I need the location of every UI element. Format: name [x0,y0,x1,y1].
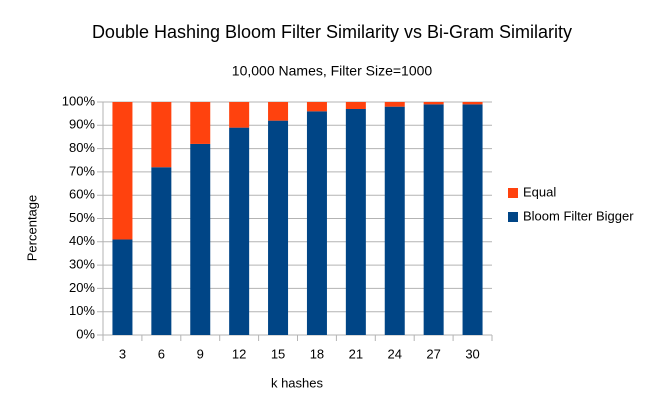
y-tick-label: 70% [69,163,95,178]
chart-title: Double Hashing Bloom Filter Similarity v… [92,22,572,42]
x-tick-label: 9 [197,346,204,361]
bar-segment [229,102,250,128]
x-tick-label: 15 [271,346,285,361]
bar-segment [151,167,172,335]
y-tick-label: 80% [69,140,95,155]
x-tick-label: 12 [232,346,246,361]
bar-segment [229,127,250,335]
bar-segment [190,143,211,335]
x-tick-label: 6 [158,346,165,361]
bar-segment [462,102,483,105]
bar-segment [112,102,133,240]
bar-segment [423,102,444,105]
legend-label: Bloom Filter Bigger [523,208,634,223]
legend-swatch [508,212,518,222]
y-tick-label: 30% [69,257,95,272]
legend-label: Equal [523,184,556,199]
chart-subtitle: 10,000 Names, Filter Size=1000 [232,63,433,79]
x-tick-label: 21 [349,346,363,361]
y-tick-label: 40% [69,233,95,248]
bar-segment [345,102,366,109]
x-tick-label: 3 [119,346,126,361]
y-tick-label: 0% [76,326,95,341]
bar-segment [112,239,133,335]
x-tick-label: 30 [465,346,479,361]
y-tick-label: 60% [69,187,95,202]
y-tick-label: 10% [69,303,95,318]
legend-swatch [508,188,518,198]
x-tick-label: 27 [426,346,440,361]
y-axis-label: Percentage [24,195,39,262]
bar-segment [151,102,172,168]
bar-segment [384,102,405,107]
y-tick-label: 100% [62,93,96,108]
x-tick-label: 24 [388,346,402,361]
y-tick-label: 20% [69,280,95,295]
bar-segment [345,108,366,336]
y-tick-label: 90% [69,117,95,132]
x-tick-label: 18 [310,346,324,361]
bar-segment [423,104,444,335]
bar-segment [306,111,327,335]
bar-segment [268,120,289,335]
y-tick-label: 50% [69,210,95,225]
bar-segment [462,104,483,335]
bar-segment [306,102,327,112]
bar-segment [384,106,405,335]
bar-segment [190,102,211,144]
x-axis-label: k hashes [271,375,324,390]
bar-segment [268,102,289,121]
